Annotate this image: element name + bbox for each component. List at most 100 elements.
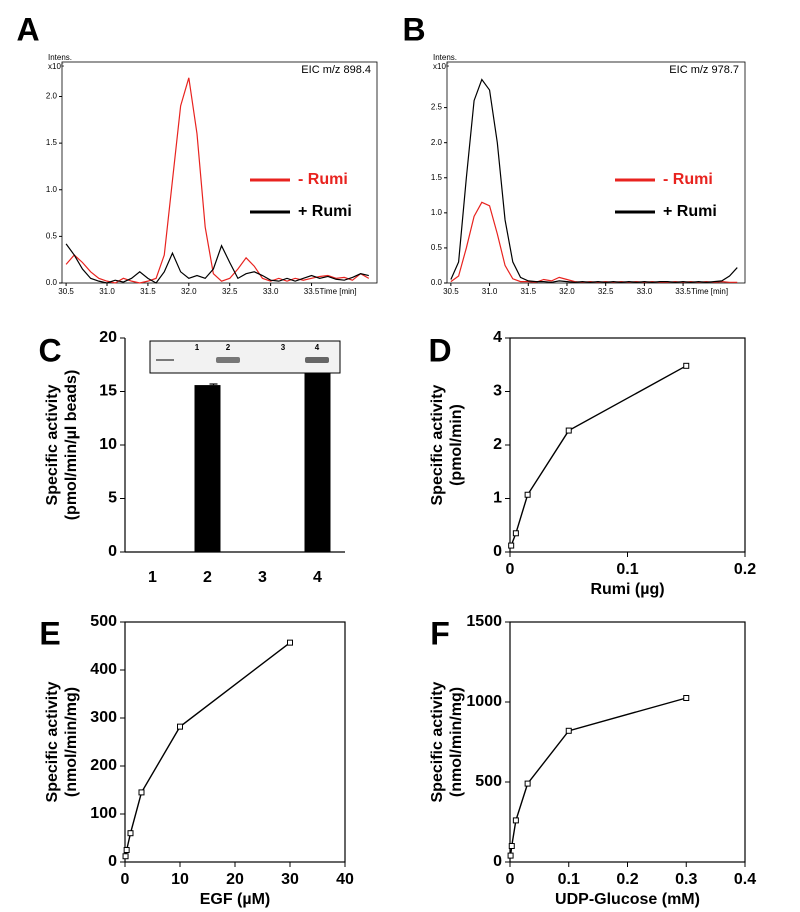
x-tick-label: 0.2 bbox=[734, 561, 756, 578]
y-tick-label: 15 bbox=[99, 383, 117, 400]
y-tick-label: 1.5 bbox=[431, 173, 443, 182]
panel: E 0 100 200 300 400 500 0 10 20 30 40 Specific activ… bbox=[39, 613, 354, 908]
x-axis-label: Time [min] bbox=[691, 287, 728, 296]
x-tick-label: 31.0 bbox=[99, 287, 115, 296]
plot-frame bbox=[509, 337, 746, 553]
data-point bbox=[565, 727, 572, 734]
y-tick-label: 200 bbox=[90, 757, 117, 774]
y-axis-label: (pmol/min/µl beads) bbox=[63, 370, 80, 521]
y-tick-label: 2 bbox=[493, 436, 502, 453]
panel-letter: F bbox=[430, 615, 450, 651]
y-axis-label: (nmol/min/mg) bbox=[63, 687, 80, 797]
panel-letter: B bbox=[402, 11, 425, 47]
x-tick-label: 32.0 bbox=[181, 287, 197, 296]
y-axis-label: Specific activity bbox=[44, 681, 61, 802]
series-line bbox=[510, 365, 687, 546]
x-tick-label: 33.0 bbox=[637, 287, 653, 296]
data-point bbox=[683, 362, 690, 369]
panel: D 0 1 2 3 4 0 0.1 0.2 Specific activity (pmol/min)… bbox=[428, 329, 756, 598]
gel-inset: 1 2 3 4 bbox=[149, 340, 341, 374]
x-tick-label: 1 bbox=[148, 569, 157, 586]
x-tick-label: 32.0 bbox=[559, 287, 575, 296]
x-axis-label: Time [min] bbox=[320, 287, 357, 296]
y-axis-label: (nmol/min/mg) bbox=[448, 687, 465, 797]
x-tick-label: 30.5 bbox=[443, 287, 459, 296]
data-point bbox=[507, 852, 514, 859]
y-tick-label: 5 bbox=[108, 490, 117, 507]
y-tick-label: 1 bbox=[493, 490, 502, 507]
y-axis-label: (pmol/min) bbox=[448, 404, 465, 486]
y-tick-label: 3 bbox=[493, 383, 502, 400]
lane-label: 3 bbox=[281, 343, 286, 352]
data-point bbox=[683, 695, 690, 701]
x-tick-label: 0.2 bbox=[616, 871, 638, 888]
legend-label: - Rumi bbox=[298, 171, 348, 188]
series-line bbox=[450, 78, 738, 283]
y-scale-label: x10⁵ bbox=[48, 62, 64, 71]
y-tick-label: 4 bbox=[493, 329, 502, 346]
y-tick-label: 10 bbox=[99, 436, 117, 453]
plot-frame bbox=[509, 621, 746, 863]
y-tick-label: 1500 bbox=[466, 613, 502, 630]
y-tick-label: 0.5 bbox=[46, 231, 58, 240]
y-tick-label: 20 bbox=[99, 329, 117, 346]
data-point bbox=[524, 491, 531, 498]
legend-label: - Rumi bbox=[663, 171, 713, 188]
x-tick-label: 20 bbox=[226, 871, 244, 888]
y-tick-label: 1000 bbox=[466, 693, 502, 710]
data-point bbox=[512, 817, 519, 824]
gel-band bbox=[216, 357, 240, 363]
y-axis-label: Specific activity bbox=[429, 384, 446, 505]
data-point bbox=[565, 427, 572, 434]
panel: F 0 500 1000 1500 0 0.1 0.2 0.3 0.4 Specific activ… bbox=[429, 613, 756, 908]
panel: A 0.0 0.5 1.0 1.5 2.0 30.5 31.0 31.5 32.0 32.5 33.0… bbox=[16, 11, 378, 296]
lane-label: 1 bbox=[195, 343, 200, 352]
data-point bbox=[287, 639, 293, 646]
series-line bbox=[65, 77, 370, 284]
y-tick-label: 0.5 bbox=[431, 243, 443, 252]
y-tick-label: 300 bbox=[90, 709, 117, 726]
bar bbox=[304, 367, 331, 552]
series-line bbox=[509, 697, 687, 856]
y-scale-label: x10⁵ bbox=[433, 62, 449, 71]
x-tick-label: 32.5 bbox=[222, 287, 238, 296]
data-point bbox=[508, 843, 515, 849]
x-tick-label: 0 bbox=[506, 871, 515, 888]
series-line bbox=[65, 243, 369, 284]
panel: B 0.0 0.5 1.0 1.5 2.0 2.5 30.5 31.0 31.5 32.0 32.5 3… bbox=[402, 11, 746, 296]
plot-frame bbox=[124, 621, 346, 863]
x-axis-label: UDP-Glucose (mM) bbox=[555, 891, 700, 908]
x-tick-label: 0.4 bbox=[734, 871, 756, 888]
data-point bbox=[123, 847, 130, 853]
x-tick-label: 33.0 bbox=[263, 287, 279, 296]
y-tick-label: 0.0 bbox=[431, 278, 443, 287]
y-tick-label: 2.0 bbox=[46, 92, 58, 101]
gel-band bbox=[305, 357, 329, 363]
y-tick-label: 0 bbox=[108, 853, 117, 870]
plot-frame bbox=[446, 61, 746, 284]
y-tick-label: 100 bbox=[90, 805, 117, 822]
y-tick-label: 0 bbox=[108, 543, 117, 560]
x-tick-label: 31.0 bbox=[482, 287, 498, 296]
y-tick-label: 500 bbox=[90, 613, 117, 630]
x-axis-label: Rumi (µg) bbox=[590, 581, 664, 598]
x-tick-label: 0.1 bbox=[616, 561, 638, 578]
x-tick-label: 31.5 bbox=[140, 287, 156, 296]
panel-letter: D bbox=[428, 332, 451, 368]
x-tick-label: 4 bbox=[313, 569, 322, 586]
data-point bbox=[127, 830, 134, 837]
panel-letter: C bbox=[38, 332, 61, 368]
y-axis-label: Specific activity bbox=[429, 681, 446, 802]
x-tick-label: 33.5 bbox=[675, 287, 691, 296]
panel: C 0 5 10 15 20 Specific activity (pmol/min/µl b… bbox=[38, 329, 345, 586]
data-point bbox=[508, 542, 515, 549]
legend-label: + Rumi bbox=[663, 203, 717, 220]
panel-letter: A bbox=[16, 11, 39, 47]
x-tick-label: 32.5 bbox=[598, 287, 614, 296]
x-tick-label: 0.1 bbox=[558, 871, 580, 888]
x-tick-label: 0.3 bbox=[675, 871, 697, 888]
panel-letter: E bbox=[39, 615, 60, 651]
y-axis-label: Intens. bbox=[433, 53, 457, 62]
